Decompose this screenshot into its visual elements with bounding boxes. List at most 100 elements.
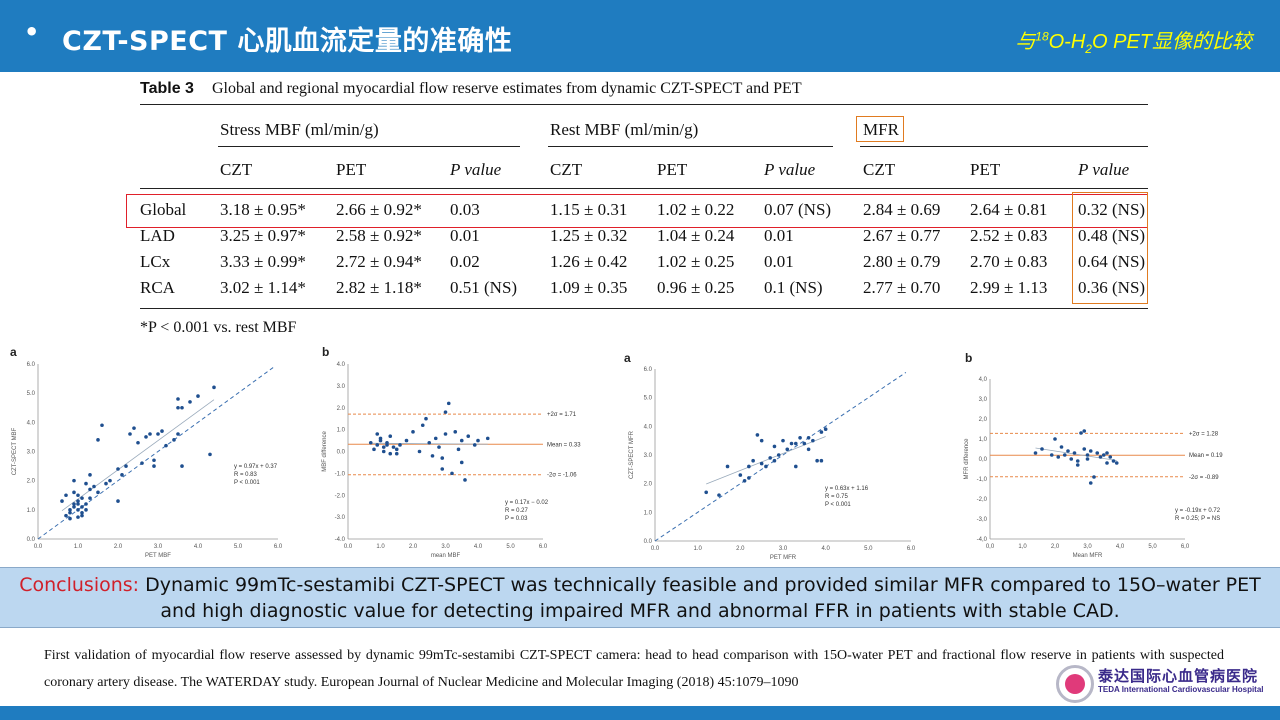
data-point xyxy=(772,444,777,449)
data-point xyxy=(88,487,92,492)
data-point xyxy=(424,416,428,421)
identity-line xyxy=(37,367,274,540)
data-point xyxy=(1049,453,1054,457)
table-cell: 2.77 ± 0.70 xyxy=(863,278,941,297)
data-point xyxy=(375,432,380,436)
data-point xyxy=(104,481,108,486)
stat-annotation: R = 0.25; P = NS xyxy=(1175,516,1220,522)
table-cell: 2.99 ± 1.13 xyxy=(970,278,1048,297)
data-point xyxy=(1069,457,1074,461)
data-point xyxy=(1053,437,1057,441)
data-point xyxy=(180,464,184,468)
table-cell: 1.09 ± 0.35 xyxy=(550,278,628,297)
y-tick-label: -3,0 xyxy=(977,517,988,523)
mfr-charts: a 0.0 1.0 2.0 3.0 4.0 5.0 6.0 0.0 1.0 2.0 3.0 4.0 5.0… xyxy=(624,351,1223,561)
y-tick-label: 0.0 xyxy=(644,539,653,545)
data-point xyxy=(391,445,396,449)
data-point xyxy=(1082,429,1087,433)
data-point xyxy=(180,405,184,410)
y-tick-label: -1,0 xyxy=(977,477,988,483)
data-point xyxy=(1095,451,1100,455)
y-tick-label: 4,0 xyxy=(979,377,988,383)
y-tick-label: 1.0 xyxy=(27,508,36,514)
panel-letter: a xyxy=(10,345,17,359)
data-point xyxy=(459,438,464,443)
data-point xyxy=(819,458,824,463)
data-point xyxy=(437,445,441,449)
data-point xyxy=(372,447,376,452)
data-point xyxy=(152,458,156,463)
data-point xyxy=(64,513,68,518)
stat-annotation: y = 0.17x − 0.02 xyxy=(505,500,549,506)
data-point xyxy=(378,436,383,441)
table-cell: 1.02 ± 0.25 xyxy=(657,252,735,271)
x-tick-label: 3.0 xyxy=(779,546,788,552)
rule-mfr xyxy=(860,146,1148,147)
y-tick-label: -4,0 xyxy=(977,537,988,543)
table-cell: 0.01 xyxy=(450,226,480,245)
y-tick-label: 1.0 xyxy=(644,510,653,516)
data-point xyxy=(394,451,399,456)
table-cell: 0.36 (NS) xyxy=(1078,278,1146,297)
table-cell: 0.02 xyxy=(450,252,480,271)
y-tick-label: -2,0 xyxy=(977,497,988,503)
mbf-figure: a 0.0 1.0 2.0 3.0 4.0 5.0 6.0 0.0 1.0 2.0 3.0 4.0 5.0… xyxy=(0,344,596,566)
y-tick-label: -1.0 xyxy=(335,471,346,477)
data-point xyxy=(1075,463,1080,467)
data-point xyxy=(212,385,216,390)
data-point xyxy=(128,432,132,436)
data-point xyxy=(450,471,454,476)
data-point xyxy=(742,479,747,483)
x-tick-label: 4.0 xyxy=(474,544,483,550)
conclusions-label: Conclusions: xyxy=(19,574,140,596)
data-point xyxy=(164,443,168,448)
data-point xyxy=(764,464,768,469)
data-point xyxy=(476,438,480,443)
conclusions-body: Dynamic 99mTc-sestamibi CZT-SPECT was te… xyxy=(139,574,1261,622)
x-tick-label: 6.0 xyxy=(907,546,916,552)
table-cell: 0.64 (NS) xyxy=(1078,252,1146,271)
stat-annotation: R = 0.83 xyxy=(234,472,258,478)
x-tick-label: 0.0 xyxy=(651,546,660,552)
y-tick-label: -3.0 xyxy=(335,515,346,521)
title-bullet: • xyxy=(24,18,40,46)
row-name-global: Global xyxy=(140,200,187,219)
table-cell: 1.25 ± 0.32 xyxy=(550,226,628,245)
header-rule xyxy=(140,188,1148,189)
subtitle-post: O PET显像的比较 xyxy=(1091,31,1252,53)
data-point xyxy=(1088,449,1093,453)
data-point xyxy=(794,464,798,469)
data-point xyxy=(96,438,100,442)
table-cell: 2.58 ± 0.92* xyxy=(336,226,422,245)
subtitle-mid: O-H xyxy=(1048,31,1086,53)
data-point xyxy=(1092,475,1096,479)
data-point xyxy=(1105,461,1109,465)
stat-annotation: P = 0.03 xyxy=(505,516,528,522)
data-point xyxy=(704,490,708,495)
y-tick-label: 3,0 xyxy=(979,397,988,403)
data-point xyxy=(80,496,84,500)
table-cell: 1.02 ± 0.22 xyxy=(657,200,735,219)
data-point xyxy=(798,436,802,440)
x-tick-label: 4.0 xyxy=(821,546,830,552)
table-caption: Table 3 Global and regional myocardial fl… xyxy=(140,80,802,98)
x-tick-label: 1.0 xyxy=(376,544,385,550)
data-point xyxy=(440,467,445,471)
data-point xyxy=(781,438,785,443)
data-point xyxy=(72,490,76,495)
table-cell: 3.33 ± 0.99* xyxy=(220,252,306,271)
col-header: P value xyxy=(764,160,816,179)
data-point xyxy=(789,441,794,446)
y-tick-label: 1,0 xyxy=(979,437,988,443)
data-point xyxy=(375,443,380,447)
data-point xyxy=(76,508,80,512)
data-point xyxy=(453,430,458,434)
slide-subtitle: 与18O-H2O PET显像的比较 xyxy=(1015,25,1252,56)
data-point xyxy=(811,438,815,443)
data-point xyxy=(124,464,128,468)
x-tick-label: 5,0 xyxy=(1148,544,1157,550)
subtitle-pre: 与 xyxy=(1015,31,1036,53)
data-point xyxy=(768,456,772,460)
col-header: PET xyxy=(336,160,367,179)
table-cell: 1.15 ± 0.31 xyxy=(550,200,628,219)
